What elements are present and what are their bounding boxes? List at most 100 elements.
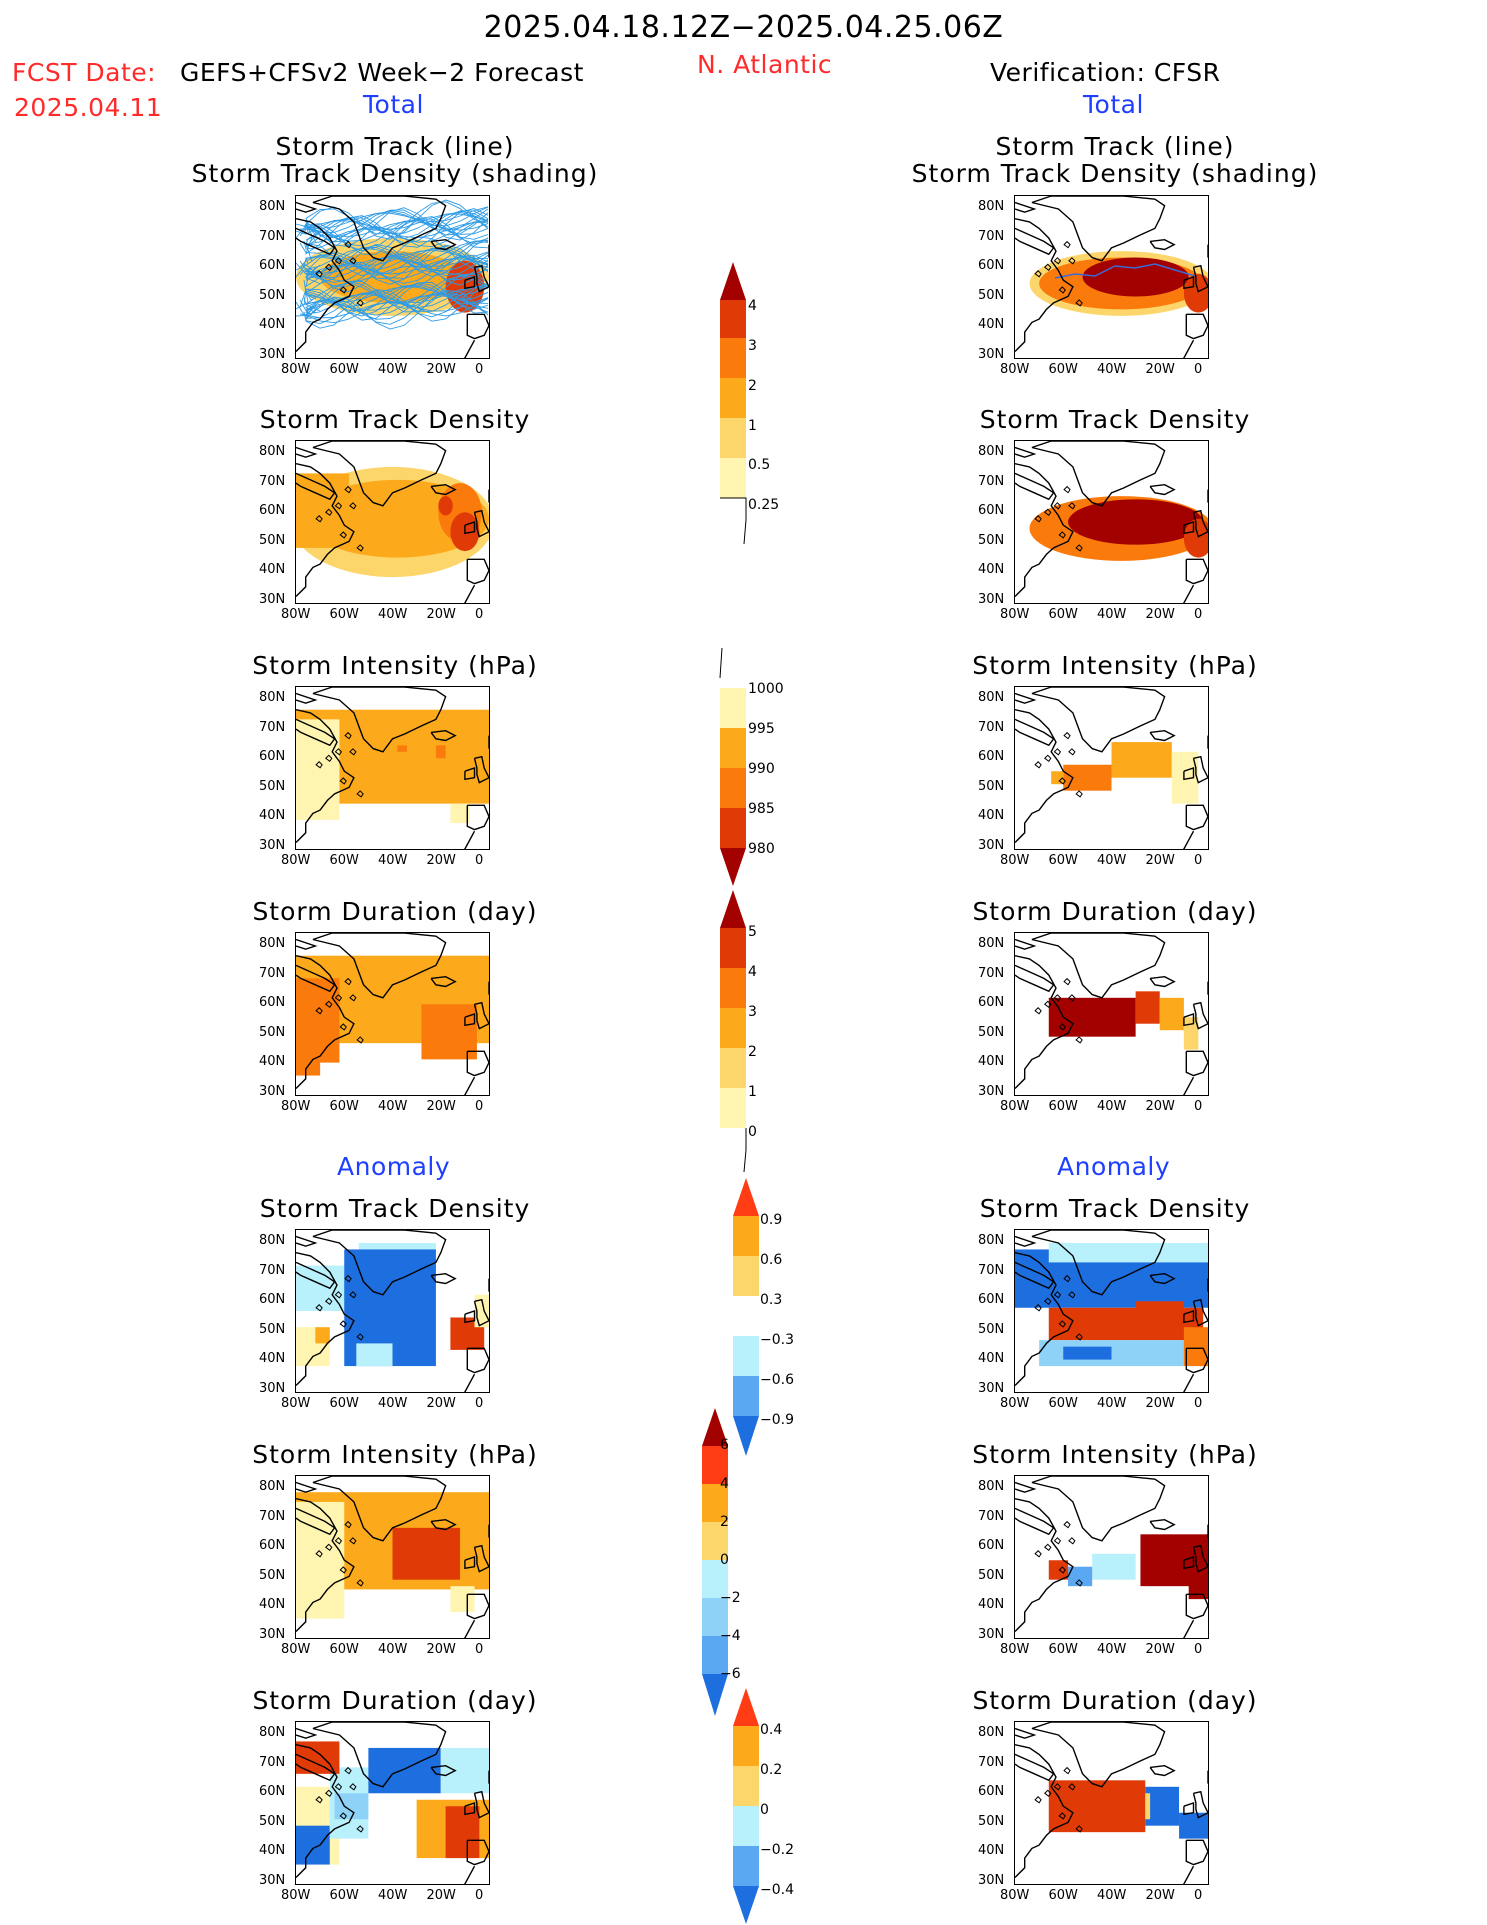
lon-tick-label: 20W <box>1145 1888 1175 1903</box>
cbar-intensity-label: 985 <box>748 801 775 817</box>
lon-tick-label: 60W <box>1048 1642 1078 1657</box>
lon-tick-label: 40W <box>1097 1396 1127 1411</box>
lon-tick-label: 20W <box>1145 1396 1175 1411</box>
lon-tick-label: 0 <box>475 362 484 377</box>
lat-tick-label: 80N <box>978 1233 1005 1248</box>
lon-tick-label: 80W <box>281 362 311 377</box>
lon-tick-label: 40W <box>378 1396 408 1411</box>
title-density-anom-fcst: Storm Track Density <box>259 1194 531 1223</box>
verification-intensity-anom-map <box>1014 1475 1209 1639</box>
lat-tick-label: 50N <box>259 287 286 303</box>
section-total-verification: Total <box>1083 90 1144 119</box>
lat-tick-label: 50N <box>978 1321 1005 1337</box>
lat-tick-label: 40N <box>978 1843 1005 1858</box>
lat-tick-label: 70N <box>978 473 1005 489</box>
lat-tick-label: 40N <box>259 562 286 577</box>
section-anomaly-verification: Anomaly <box>1057 1152 1171 1181</box>
lat-tick-label: 40N <box>978 317 1005 332</box>
lat-tick-label: 30N <box>259 1626 286 1642</box>
lat-tick-label: 70N <box>978 965 1005 981</box>
lon-tick-label: 0 <box>1194 362 1203 377</box>
lat-tick-label: 30N <box>978 1872 1005 1888</box>
cbar-duration-anom-label: −0.2 <box>760 1842 794 1858</box>
cbar-duration-label: 2 <box>748 1044 757 1060</box>
lat-tick-label: 40N <box>978 808 1005 823</box>
lat-tick-label: 40N <box>978 1597 1005 1612</box>
forecast-density-map <box>295 440 490 604</box>
lon-tick-label: 60W <box>329 1642 359 1657</box>
lat-tick-label: 30N <box>259 1380 286 1396</box>
lon-tick-label: 80W <box>281 607 311 622</box>
cbar-density-anom-label: −0.6 <box>760 1372 794 1388</box>
forecast-intensity-anom-map <box>295 1475 490 1639</box>
verification-duration-map <box>1014 932 1209 1096</box>
cbar-intensity-label: 995 <box>748 721 775 737</box>
lon-tick-label: 60W <box>1048 1396 1078 1411</box>
title-density-verif: Storm Track Density <box>979 405 1251 434</box>
lon-tick-label: 0 <box>1194 1396 1203 1411</box>
lat-tick-label: 30N <box>259 837 286 853</box>
lat-tick-label: 40N <box>259 1843 286 1858</box>
lat-tick-label: 40N <box>259 1351 286 1366</box>
lat-tick-label: 80N <box>978 690 1005 705</box>
cbar-density-label: 0.5 <box>748 457 771 473</box>
lon-tick-label: 20W <box>426 1099 456 1114</box>
lat-tick-label: 70N <box>978 1754 1005 1770</box>
lat-tick-label: 40N <box>259 1054 286 1069</box>
lat-tick-label: 30N <box>259 346 286 362</box>
forecast-duration-map <box>295 932 490 1096</box>
lon-tick-label: 80W <box>1000 362 1030 377</box>
lon-tick-label: 0 <box>475 1396 484 1411</box>
lat-tick-label: 80N <box>978 1479 1005 1494</box>
lat-tick-label: 70N <box>978 228 1005 244</box>
lat-tick-label: 60N <box>978 1784 1005 1799</box>
lon-tick-label: 60W <box>329 362 359 377</box>
lon-tick-label: 20W <box>426 1642 456 1657</box>
cbar-density-label: 0.25 <box>748 497 780 513</box>
lon-tick-label: 80W <box>1000 1888 1030 1903</box>
lat-tick-label: 80N <box>259 1725 286 1740</box>
period-title: 2025.04.18.12Z−2025.04.25.06Z <box>483 10 1004 45</box>
lon-tick-label: 0 <box>475 1888 484 1903</box>
cbar-duration-label: 1 <box>748 1084 757 1100</box>
cbar-density-label: 2 <box>748 378 757 394</box>
cbar-intensity-anom-label: −2 <box>720 1590 741 1606</box>
lat-tick-label: 60N <box>978 995 1005 1010</box>
lon-tick-label: 60W <box>1048 1888 1078 1903</box>
lon-tick-label: 40W <box>378 362 408 377</box>
title-duration-verif: Storm Duration (day) <box>972 897 1258 926</box>
lat-tick-label: 60N <box>978 749 1005 764</box>
lon-tick-label: 80W <box>1000 1396 1030 1411</box>
lon-tick-label: 60W <box>329 607 359 622</box>
lon-tick-label: 80W <box>1000 1099 1030 1114</box>
lat-tick-label: 70N <box>978 1508 1005 1524</box>
lat-tick-label: 50N <box>978 778 1005 794</box>
lat-tick-label: 40N <box>978 1351 1005 1366</box>
cbar-intensity-anom-label: −6 <box>720 1666 741 1682</box>
lat-tick-label: 50N <box>259 1567 286 1583</box>
fcst-model-label: GEFS+CFSv2 Week−2 Forecast <box>180 58 584 87</box>
lon-tick-label: 80W <box>1000 853 1030 868</box>
lat-tick-label: 60N <box>259 258 286 273</box>
lon-tick-label: 20W <box>426 362 456 377</box>
cbar-duration-label: 0 <box>748 1124 757 1140</box>
lat-tick-label: 50N <box>978 1813 1005 1829</box>
title-duration-anom-fcst: Storm Duration (day) <box>252 1686 538 1715</box>
lat-tick-label: 50N <box>978 287 1005 303</box>
cbar-intensity-label: 1000 <box>748 681 784 697</box>
lon-tick-label: 40W <box>1097 853 1127 868</box>
lat-tick-label: 70N <box>259 965 286 981</box>
lat-tick-label: 50N <box>259 532 286 548</box>
verification-density-anom-map <box>1014 1229 1209 1393</box>
cbar-intensity-anom-label: 6 <box>720 1437 729 1453</box>
lon-tick-label: 40W <box>1097 362 1127 377</box>
cbar-density-anom-label: −0.3 <box>760 1332 794 1348</box>
lat-tick-label: 80N <box>978 1725 1005 1740</box>
cbar-duration-anom-label: −0.4 <box>760 1882 794 1898</box>
lat-tick-label: 60N <box>978 503 1005 518</box>
lon-tick-label: 80W <box>281 1396 311 1411</box>
verification-duration-anom-map <box>1014 1721 1209 1885</box>
lat-tick-label: 60N <box>259 749 286 764</box>
title-density-anom-verif: Storm Track Density <box>979 1194 1251 1223</box>
lat-tick-label: 60N <box>259 995 286 1010</box>
